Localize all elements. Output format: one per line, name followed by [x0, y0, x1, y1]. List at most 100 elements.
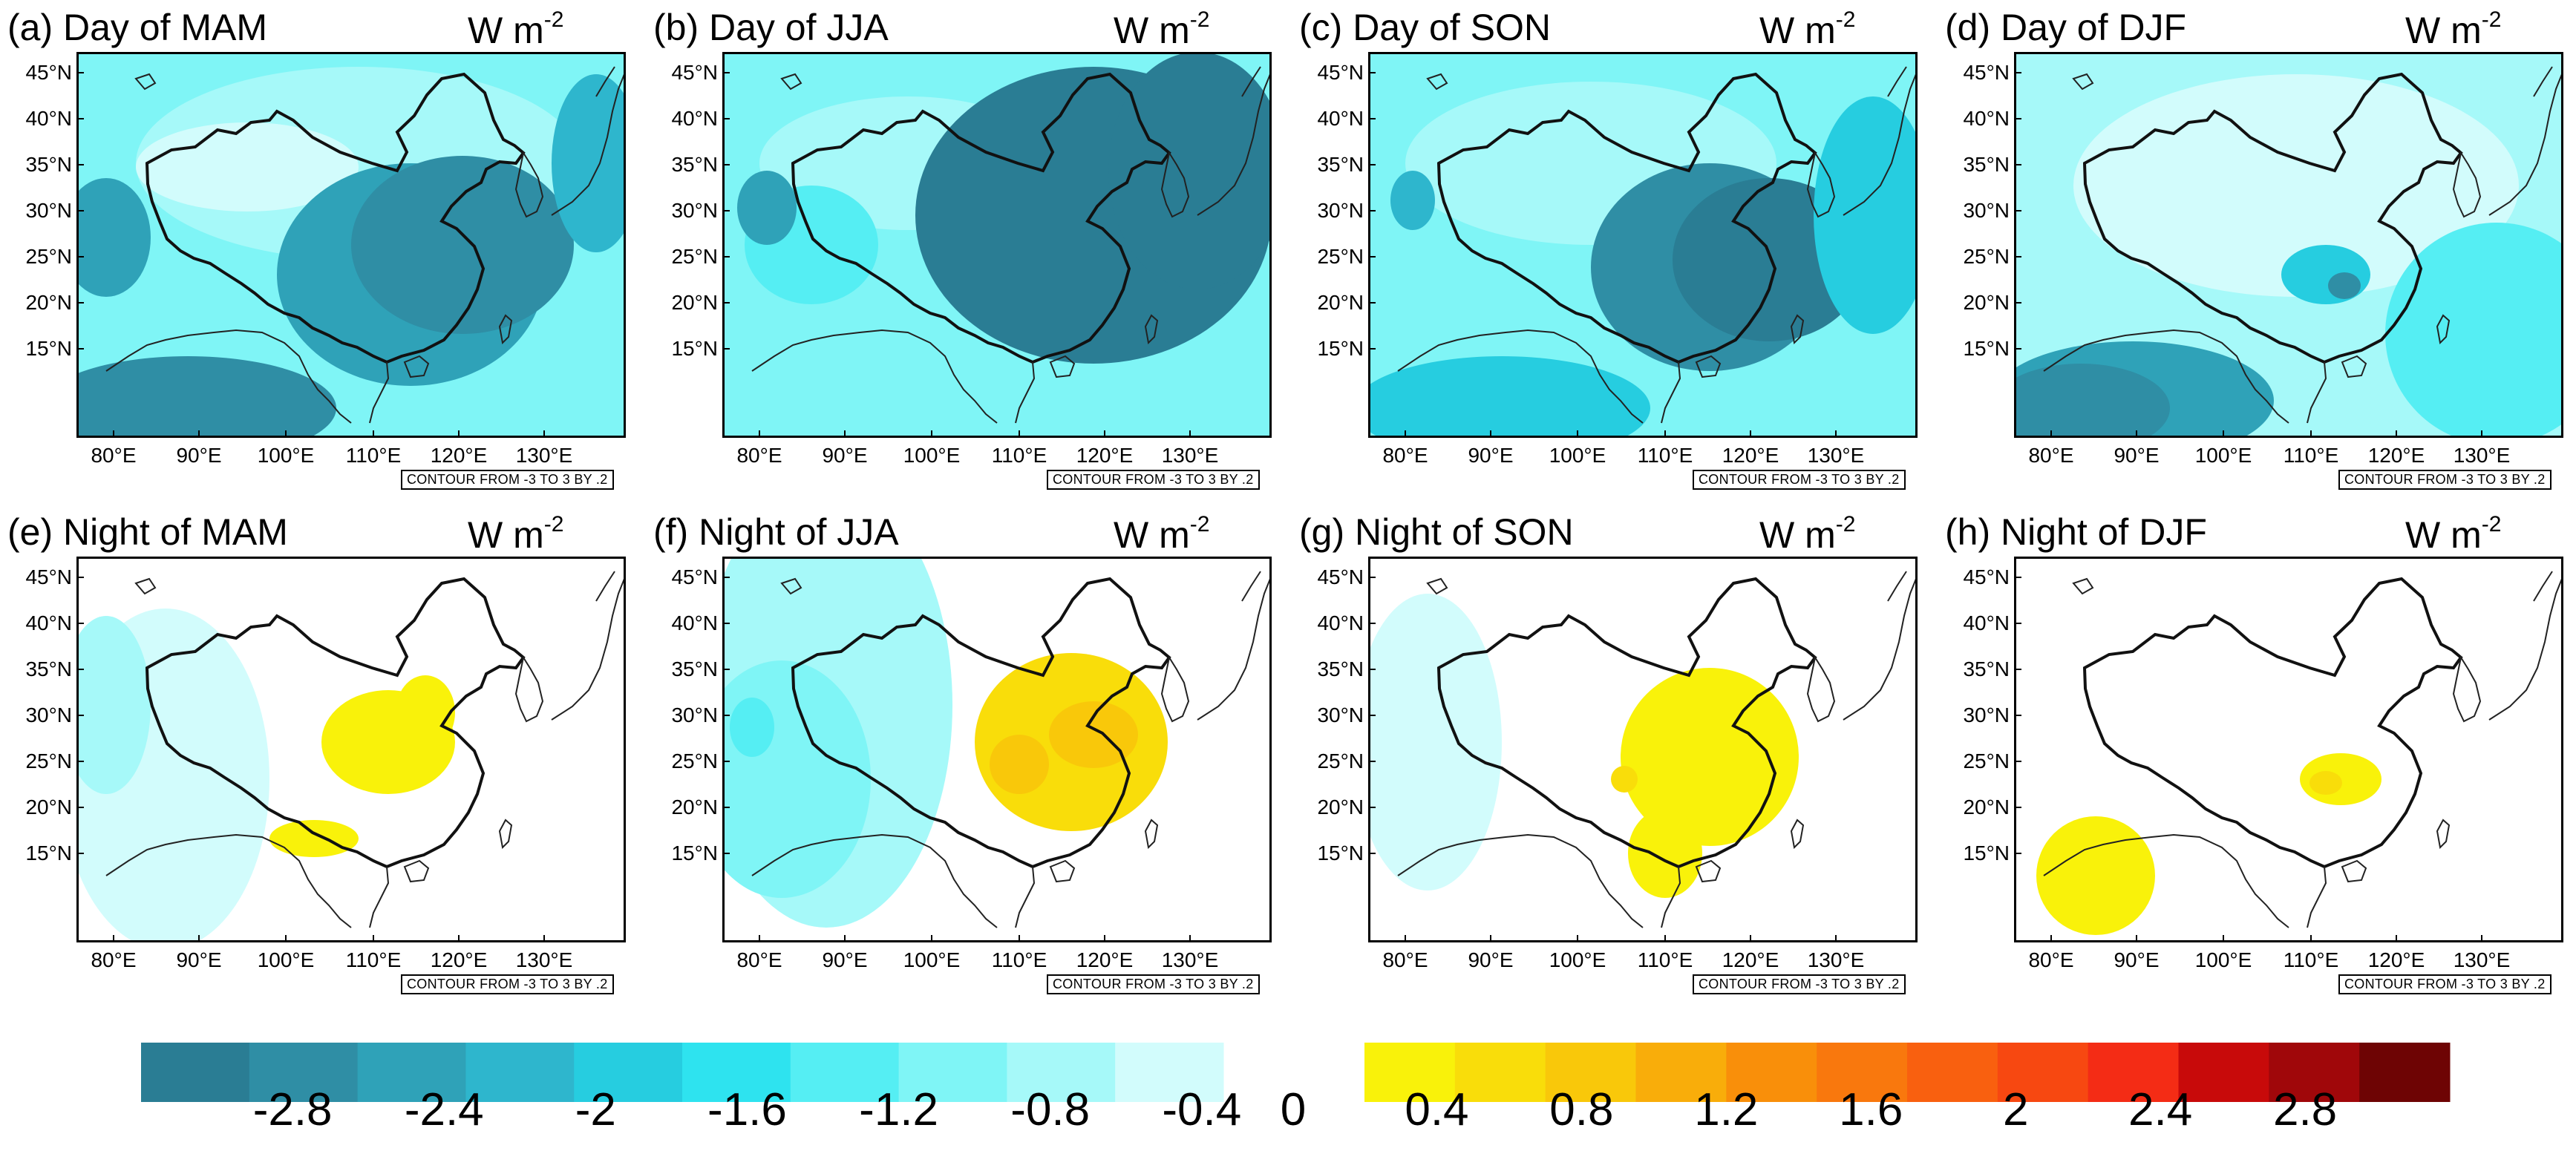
panel-units: W m-2: [468, 7, 564, 51]
lake-outline: [134, 73, 157, 91]
lon-label: 80°E: [91, 948, 137, 971]
lat-label: 40°N: [1317, 107, 1364, 130]
contour-info-box: CONTOUR FROM -3 TO 3 BY .2: [1047, 974, 1260, 994]
panel-title: (h) Night of DJF: [1945, 511, 2207, 553]
korea-outline: [2452, 655, 2482, 723]
lat-label: 25°N: [1963, 245, 2010, 268]
hainan-outline: [403, 355, 430, 378]
map-panel: (e) Night of MAM W m-2 45°N 40°N 35°N 30°N 25°…: [7, 506, 626, 996]
hainan-outline: [403, 859, 430, 883]
lat-label: 40°N: [1963, 107, 2010, 130]
lake-outline: [2072, 73, 2094, 91]
lon-label: 90°E: [822, 948, 868, 971]
korea-outline: [1160, 151, 1190, 218]
panel-title: (c) Day of SON: [1299, 7, 1551, 48]
colorbar-label: -2.8: [252, 1084, 333, 1135]
contour-info-box: CONTOUR FROM -3 TO 3 BY .2: [401, 974, 614, 994]
taiwan-outline: [2436, 819, 2451, 850]
colorbar-label: 0.8: [1549, 1084, 1614, 1135]
taiwan-outline: [1144, 314, 1159, 345]
colorbar-swatch: [1907, 1043, 1998, 1102]
colorbar-label: 1.6: [1839, 1084, 1903, 1135]
lon-label: 130°E: [1807, 444, 1865, 467]
lat-label: 25°N: [671, 749, 718, 773]
korea-outline: [1160, 655, 1190, 723]
lon-label: 100°E: [2194, 444, 2252, 467]
lat-label: 45°N: [25, 61, 72, 84]
lon-label: 100°E: [903, 444, 961, 467]
lat-label: 45°N: [1963, 565, 2010, 588]
contour-info-box: CONTOUR FROM -3 TO 3 BY .2: [2338, 974, 2552, 994]
china-border: [791, 72, 1171, 364]
lon-label: 90°E: [822, 444, 868, 467]
lat-label: 40°N: [1963, 611, 2010, 634]
colorbar-label: 2.4: [2128, 1084, 2193, 1135]
lat-label: 30°N: [1963, 703, 2010, 726]
lat-label: 25°N: [671, 245, 718, 268]
lon-label: 110°E: [1637, 948, 1693, 971]
lon-label: 100°E: [1549, 948, 1606, 971]
lat-label: 30°N: [1317, 703, 1364, 726]
lat-label: 45°N: [1963, 61, 2010, 84]
map-panel: (g) Night of SON W m-2 45°N 40°N 35°N 30°N 25°…: [1299, 506, 1918, 996]
lon-label: 110°E: [2283, 444, 2339, 467]
colorbar-label: -1.6: [707, 1084, 787, 1135]
colorbar-label: 0: [1280, 1084, 1307, 1135]
map-panel: (d) Day of DJF W m-2 45°N 40°N 35°N 30°N 25°N 2…: [1945, 1, 2563, 491]
coastline: [1397, 833, 1681, 928]
lat-label: 40°N: [25, 107, 72, 130]
lat-label: 35°N: [671, 153, 718, 176]
lat-label: 20°N: [25, 291, 72, 314]
lon-label: 130°E: [515, 444, 573, 467]
map-panel: (h) Night of DJF W m-2 45°N 40°N 35°N 30°N 25°…: [1945, 506, 2563, 996]
lat-label: 25°N: [25, 245, 72, 268]
coastline: [2043, 833, 2327, 928]
lon-label: 90°E: [1468, 948, 1514, 971]
taiwan-outline: [2436, 314, 2451, 345]
lat-label: 15°N: [25, 842, 72, 865]
lon-label: 80°E: [1382, 948, 1428, 971]
lat-label: 40°N: [25, 611, 72, 634]
lake-outline: [1426, 73, 1448, 91]
lat-label: 30°N: [1317, 199, 1364, 222]
hainan-outline: [2341, 859, 2367, 883]
lat-label: 45°N: [1317, 61, 1364, 84]
lat-label: 35°N: [1963, 657, 2010, 680]
colorbar-label: 2.8: [2272, 1084, 2338, 1135]
japan-outline: [2488, 66, 2563, 216]
panel-title: (a) Day of MAM: [7, 7, 268, 48]
lon-label: 120°E: [430, 948, 488, 971]
contour-info-box: CONTOUR FROM -3 TO 3 BY .2: [1047, 470, 1260, 490]
panel-units: W m-2: [2405, 512, 2502, 556]
coastline: [105, 833, 390, 928]
map-panel: (b) Day of JJA W m-2 45°N 40°N 35°N 30°N 25°N 2…: [653, 1, 1272, 491]
colorbar-label: -2: [575, 1084, 616, 1135]
lake-outline: [1426, 577, 1448, 595]
colorbar-label: -0.4: [1162, 1084, 1242, 1135]
china-border: [145, 577, 526, 869]
coastline: [751, 833, 1036, 928]
china-border: [791, 577, 1171, 869]
taiwan-outline: [1790, 314, 1805, 345]
taiwan-outline: [1790, 819, 1805, 850]
lon-label: 130°E: [2453, 948, 2511, 971]
panel-units: W m-2: [1114, 7, 1210, 51]
korea-outline: [2452, 151, 2482, 218]
lat-label: 45°N: [1317, 565, 1364, 588]
panel-title: (e) Night of MAM: [7, 511, 288, 553]
japan-outline: [1843, 66, 1917, 216]
lake-outline: [780, 73, 802, 91]
lon-label: 90°E: [1468, 444, 1514, 467]
lat-label: 20°N: [671, 291, 718, 314]
contour-info-box: CONTOUR FROM -3 TO 3 BY .2: [1693, 470, 1906, 490]
contour-info-box: CONTOUR FROM -3 TO 3 BY .2: [401, 470, 614, 490]
lon-label: 80°E: [2028, 444, 2074, 467]
korea-outline: [1806, 151, 1836, 218]
lon-label: 110°E: [1637, 444, 1693, 467]
contour-info-box: CONTOUR FROM -3 TO 3 BY .2: [1693, 974, 1906, 994]
lon-label: 90°E: [176, 948, 222, 971]
lake-outline: [780, 577, 802, 595]
lat-label: 15°N: [671, 337, 718, 360]
lat-label: 45°N: [671, 565, 718, 588]
lon-label: 120°E: [1076, 948, 1134, 971]
